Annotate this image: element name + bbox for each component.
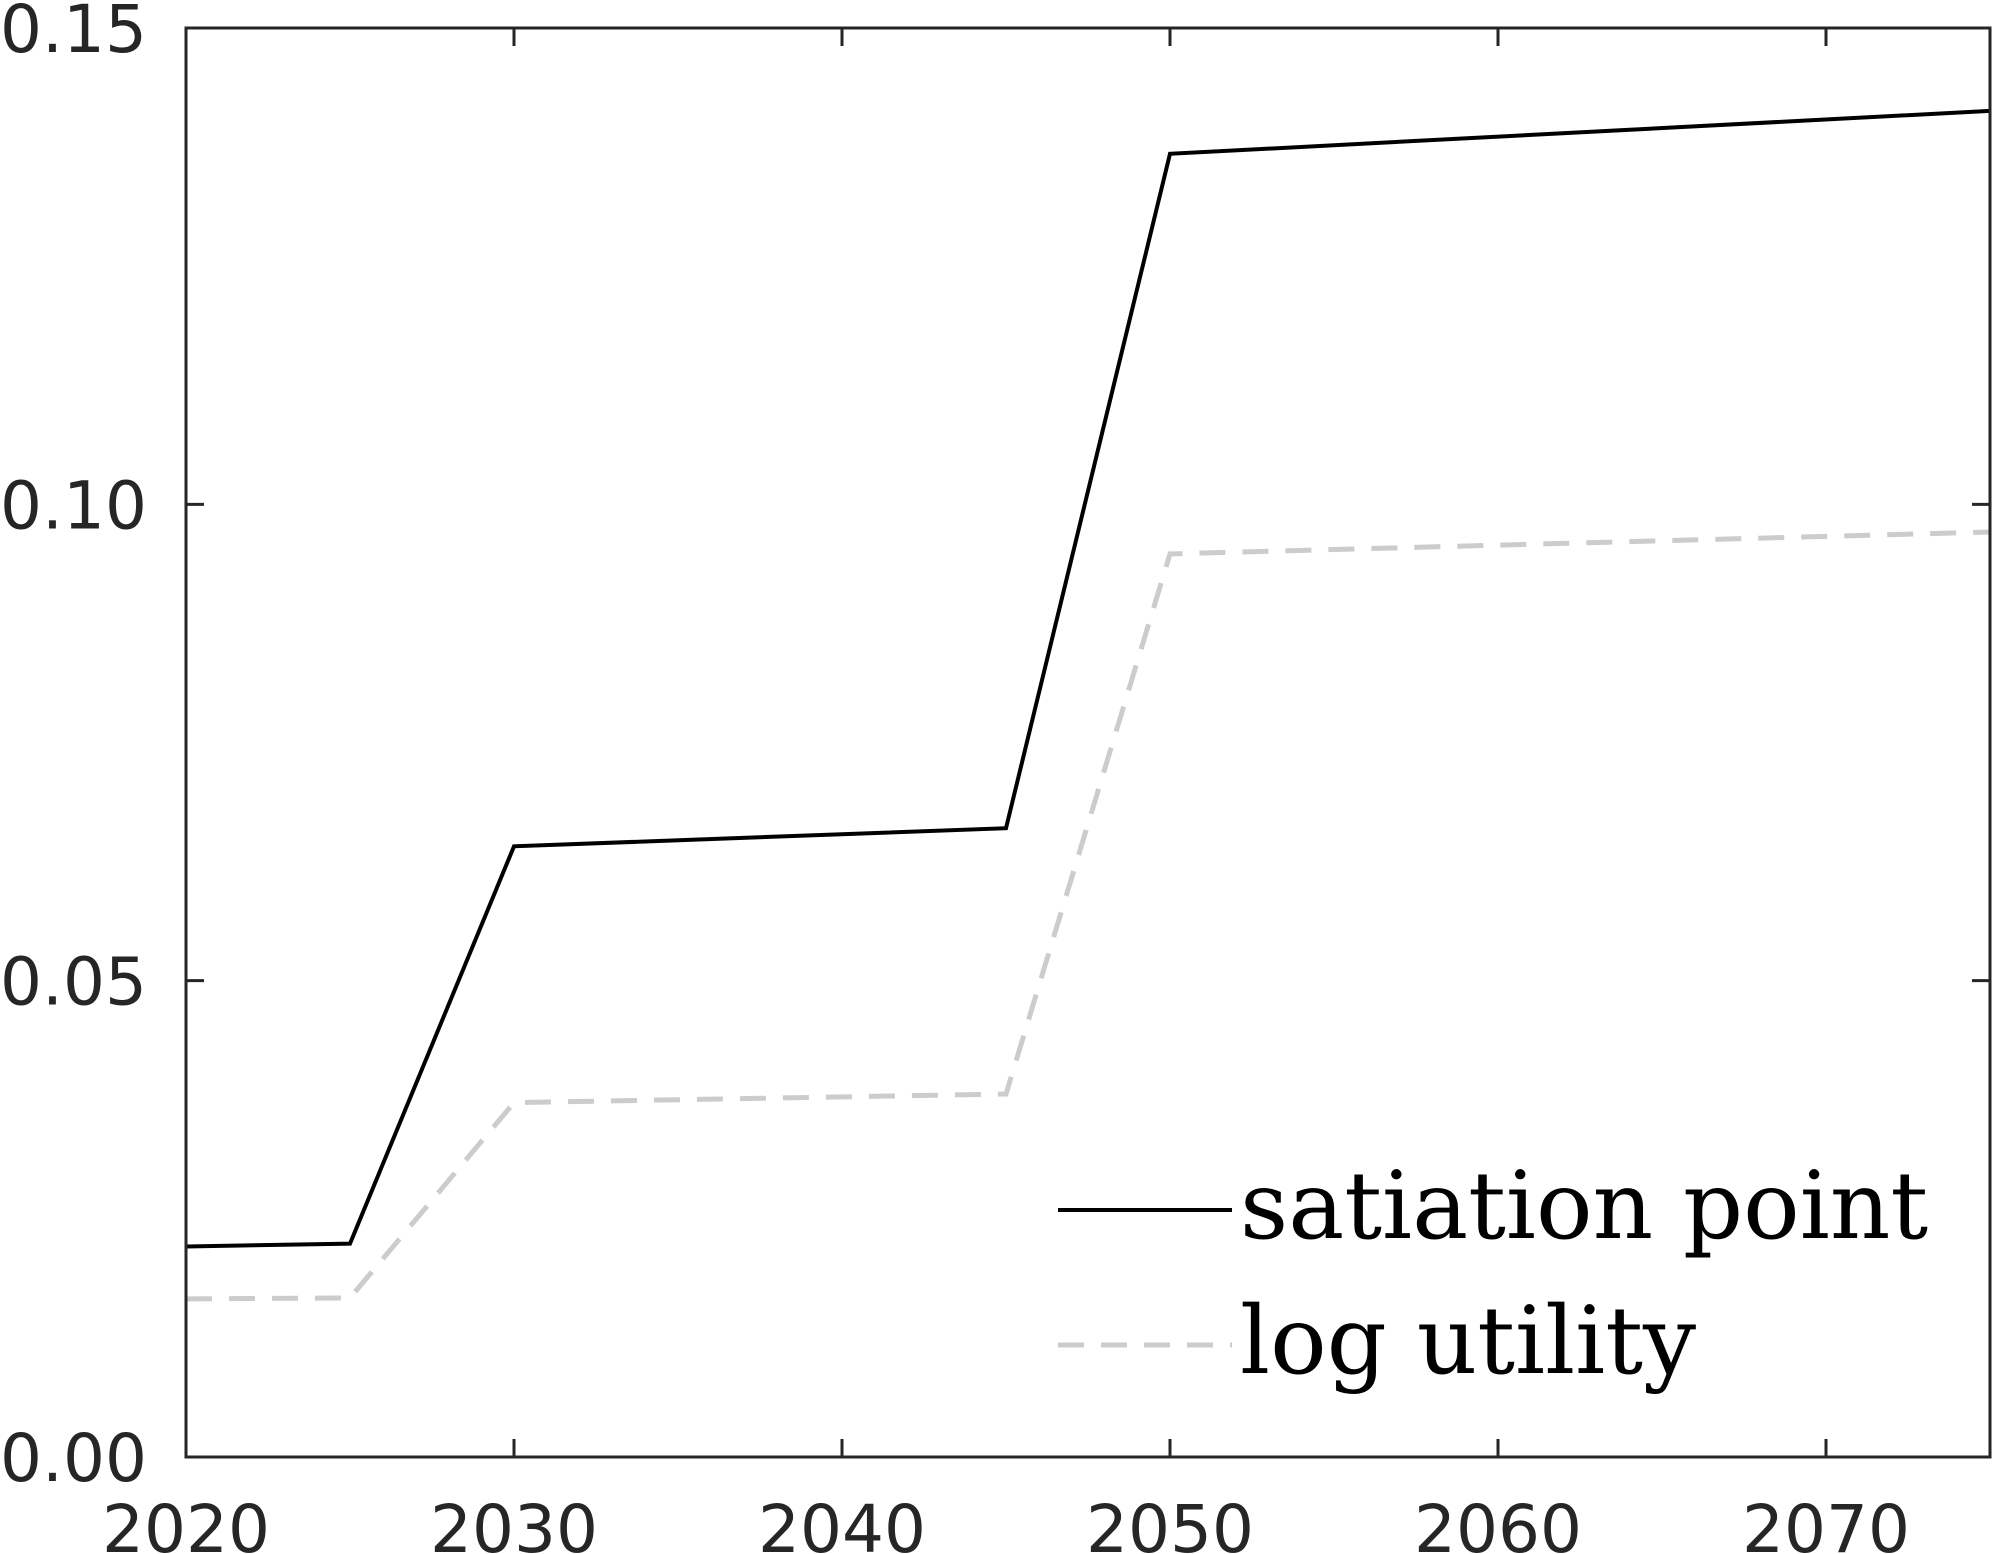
plot-frame: [184, 26, 1992, 1459]
series-layer: [185, 108, 1991, 1302]
x-tick-label: 2070: [1742, 1491, 1910, 1554]
y-tick-label: 0.10: [0, 467, 147, 544]
y-tick-label: 0.05: [0, 944, 147, 1021]
legend-label-satiation-point: satiation point: [1240, 1152, 1928, 1261]
x-tick-label: 2020: [102, 1491, 270, 1554]
plot-background: [186, 28, 1990, 1457]
y-tick-label: 0.15: [0, 0, 147, 68]
x-tick-label: 2030: [430, 1491, 598, 1554]
series-line-satiation-point: [185, 108, 1991, 1249]
x-tick-label: 2040: [758, 1491, 926, 1554]
x-tick-labels: 2020 2030 2040 2050 2060 2070: [102, 1491, 1910, 1554]
legend-label-log-utility: log utility: [1240, 1287, 1696, 1396]
x-tick-label: 2050: [1086, 1491, 1254, 1554]
y-tick-label: 0.00: [0, 1420, 147, 1497]
y-tick-labels: 0.00 0.05 0.10 0.15: [0, 0, 147, 1497]
series-line-log-utility: [185, 529, 1991, 1302]
x-tick-label: 2060: [1414, 1491, 1582, 1554]
legend: satiation point log utility: [1058, 1152, 1928, 1396]
